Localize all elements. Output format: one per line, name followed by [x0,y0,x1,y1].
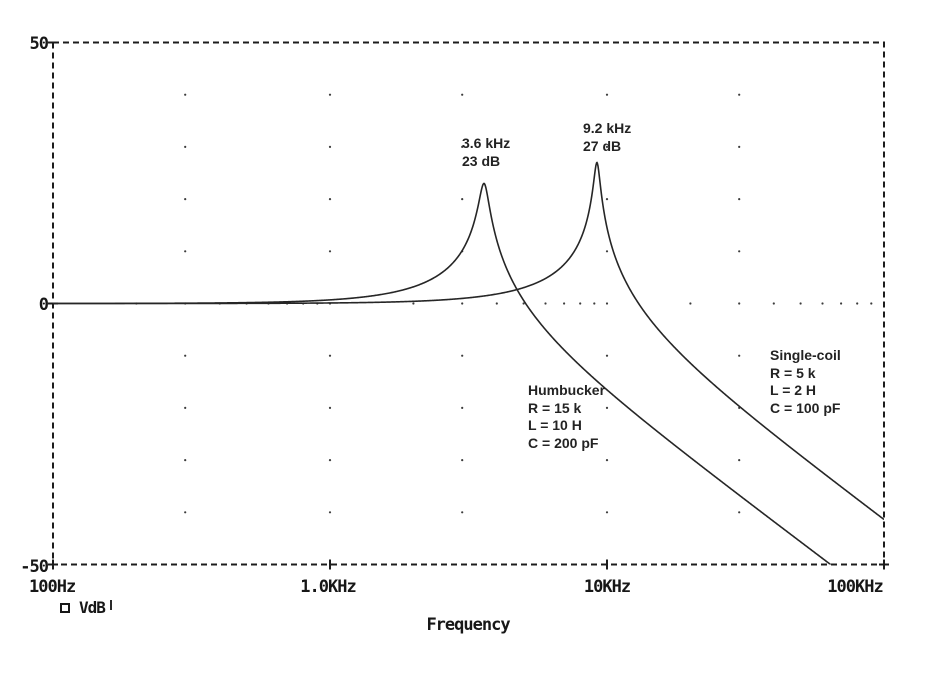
peak-db-humbucker: 23 dB [462,152,501,169]
x-tick-label-100hz: 100Hz [29,577,76,597]
grid-dot [738,93,741,96]
y-tick-label-0: 0 [38,295,49,315]
axis-minor-dot [821,302,824,305]
axis-minor-dot [870,302,873,305]
axis-minor-dot [495,302,498,305]
axis-minor-dot [461,302,464,305]
peak-annotation-humbucker: 3.6 kHz 23 dB [462,135,510,170]
single-coil-c-value: C = 100 pF [770,399,841,416]
grid-dot [605,406,609,409]
grid-dot [605,354,609,357]
component-label-single-coil: Single-coil R = 5 k L = 2 H C = 100 pF [770,347,841,417]
grid-dot [605,145,609,148]
grid-dot [738,250,741,253]
grid-dot [605,250,609,253]
grid-dot [328,93,332,96]
peak-annotation-single-coil: 9.2 kHz 27 dB [583,120,631,155]
axis-minor-dot [412,302,415,305]
axis-minor-dot [856,302,859,305]
trace-legend: VdB [60,598,106,617]
axis-minor-dot [563,302,566,305]
axis-minor-dot [605,302,609,305]
grid-dot [461,198,464,201]
axis-minor-dot [772,302,775,305]
x-tick-label-10khz: 10KHz [583,577,631,597]
grid-dot [328,459,332,462]
grid-dot [328,198,332,201]
axis-minor-dot [840,302,843,305]
axis-minor-dot [522,302,525,305]
axis-minor-dot [799,302,802,305]
grid-dot [605,93,609,96]
axis-minor-dot [593,302,596,305]
trace-name-clipped-char [110,600,112,610]
grid-dot [738,354,741,357]
humbucker-r-value: R = 15 k [528,399,582,416]
axis-minor-dot [738,302,741,305]
humbucker-c-value: C = 200 pF [528,434,599,451]
grid-dot [461,511,464,514]
single-coil-l-value: L = 2 H [770,382,817,398]
grid-dot [461,145,464,148]
y-tick-label-neg50: -50 [20,557,49,577]
grid-dot [461,459,464,462]
grid-dot [738,145,741,148]
grid-dot [461,93,464,96]
grid-dot [184,198,187,201]
trace-marker-square-icon [60,602,70,613]
axis-minor-dot [544,302,547,305]
series-name-single-coil: Single-coil [770,347,841,363]
grid-dot [738,459,741,462]
grid-dot [605,459,609,462]
grid-dot [738,198,741,201]
y-tick-label-50: 50 [29,34,49,54]
axis-minor-dot [579,302,582,305]
x-tick-label-1khz: 1.0KHz [300,577,356,597]
grid-dot [184,145,187,148]
trace-name: VdB [79,598,106,617]
grid-dot [328,511,332,514]
single-coil-r-value: R = 5 k [770,364,816,381]
axis-minor-dot [689,302,692,305]
grid-dot [328,145,332,148]
x-axis-title: Frequency [426,615,510,635]
humbucker-l-value: L = 10 H [528,417,582,433]
grid-dot [605,511,609,514]
series-name-humbucker: Humbucker [528,382,606,398]
grid-dot [184,354,187,357]
grid-dot [461,406,464,409]
peak-freq-single-coil: 9.2 kHz [583,120,632,136]
grid-dot [738,511,741,514]
grid-dot [605,198,609,201]
grid-dot [184,459,187,462]
peak-db-single-coil: 27 dB [583,137,622,154]
grid-dot [184,250,187,253]
grid-dot [184,406,187,409]
curve-humbucker [53,182,832,565]
grid-dot [328,250,332,253]
curve-single-coil [53,161,884,521]
grid-dot [461,354,464,357]
grid-dot [184,511,187,514]
component-label-humbucker: Humbucker R = 15 k L = 10 H C = 200 pF [528,382,605,452]
x-tick-label-100khz: 100KHz [827,577,883,597]
grid-dot [328,406,332,409]
grid-dot [328,354,332,357]
grid-dot [184,93,187,96]
peak-freq-humbucker: 3.6 kHz [462,135,511,151]
